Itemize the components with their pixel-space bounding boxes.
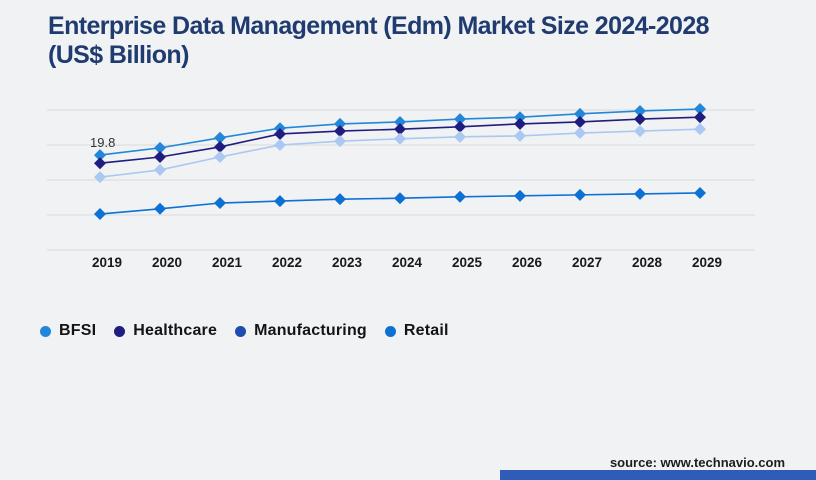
data-point-healthcare-2024[interactable] [394,123,406,136]
data-point-manufacturing-2020[interactable] [154,163,166,176]
data-point-manufacturing-2027[interactable] [574,127,586,140]
data-point-manufacturing-2026[interactable] [514,129,526,142]
data-point-bfsi-2026[interactable] [514,111,526,124]
x-tick-label: 2023 [332,255,363,270]
legend-dot-healthcare [114,325,126,337]
data-point-bfsi-2019[interactable] [94,149,106,162]
x-tick-label: 2026 [512,255,543,270]
chart-legend: BFSI Healthcare Manufacturing Retail [40,322,467,340]
chart-title-line1: Enterprise Data Management (Edm) Market … [48,12,710,40]
data-point-manufacturing-2022[interactable] [274,139,286,151]
data-point-retail-2019[interactable] [94,208,106,221]
x-tick-label: 2029 [692,255,722,270]
legend-dot-retail [384,325,396,337]
data-point-bfsi-2027[interactable] [574,107,586,120]
data-point-retail-2026[interactable] [514,189,526,202]
data-point-retail-2022[interactable] [274,195,286,208]
data-point-healthcare-2029[interactable] [694,111,706,124]
legend-item-retail[interactable]: Retail [384,322,449,340]
data-point-bfsi-2028[interactable] [634,104,646,117]
legend-label: Retail [403,322,449,339]
x-tick-label: 2019 [92,255,122,270]
footer-accent-bar [500,470,816,480]
data-point-manufacturing-2028[interactable] [634,125,646,138]
data-point-healthcare-2025[interactable] [454,120,466,133]
x-tick-label: 2027 [572,255,602,270]
data-point-manufacturing-2023[interactable] [334,135,346,148]
data-point-manufacturing-2029[interactable] [694,123,706,136]
x-tick-label: 2025 [452,255,483,270]
legend-item-healthcare[interactable]: Healthcare [114,322,217,340]
data-point-bfsi-2024[interactable] [394,115,406,128]
data-point-healthcare-2028[interactable] [634,113,646,126]
data-point-healthcare-2021[interactable] [214,140,226,153]
value-annotation: 19.8 [90,135,115,150]
data-point-manufacturing-2019[interactable] [94,171,106,184]
legend-item-bfsi[interactable]: BFSI [40,322,96,340]
data-point-retail-2023[interactable] [334,193,346,206]
data-point-healthcare-2026[interactable] [514,117,526,130]
chart-title-line2: (US$ Billion) [48,41,189,69]
x-tick-label: 2028 [632,255,663,270]
data-point-healthcare-2027[interactable] [574,115,586,128]
data-point-bfsi-2021[interactable] [214,131,226,144]
data-point-bfsi-2023[interactable] [334,117,346,130]
data-point-bfsi-2025[interactable] [454,113,466,126]
data-point-retail-2025[interactable] [454,190,466,203]
data-point-bfsi-2020[interactable] [154,141,166,154]
x-tick-label: 2020 [152,255,182,270]
source-credit: source: www.technavio.com [609,455,785,470]
data-point-manufacturing-2021[interactable] [214,150,226,163]
x-tick-label: 2024 [392,255,423,270]
x-tick-label: 2022 [272,255,302,270]
data-point-manufacturing-2024[interactable] [394,132,406,145]
data-point-manufacturing-2025[interactable] [454,130,466,143]
legend-item-manufacturing[interactable]: Manufacturing [235,322,367,340]
line-chart-plot-area: 2019 2020 2021 2022 2023 2024 2025 2026 2027 2028… [47,103,755,270]
data-point-retail-2027[interactable] [574,188,586,201]
x-tick-label: 2021 [212,255,243,270]
chart-title: Enterprise Data Management (Edm) Market … [48,12,778,70]
legend-label: BFSI [59,322,97,339]
legend-label: Manufacturing [254,322,367,339]
data-point-retail-2028[interactable] [634,187,646,200]
legend-dot-manufacturing [235,325,247,337]
data-point-bfsi-2029[interactable] [694,103,706,116]
data-point-healthcare-2019[interactable] [94,157,106,170]
legend-label: Healthcare [133,322,218,339]
legend-dot-bfsi [40,325,51,337]
data-point-retail-2021[interactable] [214,197,226,210]
data-point-retail-2029[interactable] [694,186,706,199]
data-point-healthcare-2023[interactable] [334,125,346,138]
data-point-retail-2020[interactable] [154,202,166,215]
data-point-healthcare-2020[interactable] [154,150,166,163]
data-point-retail-2024[interactable] [394,192,406,205]
